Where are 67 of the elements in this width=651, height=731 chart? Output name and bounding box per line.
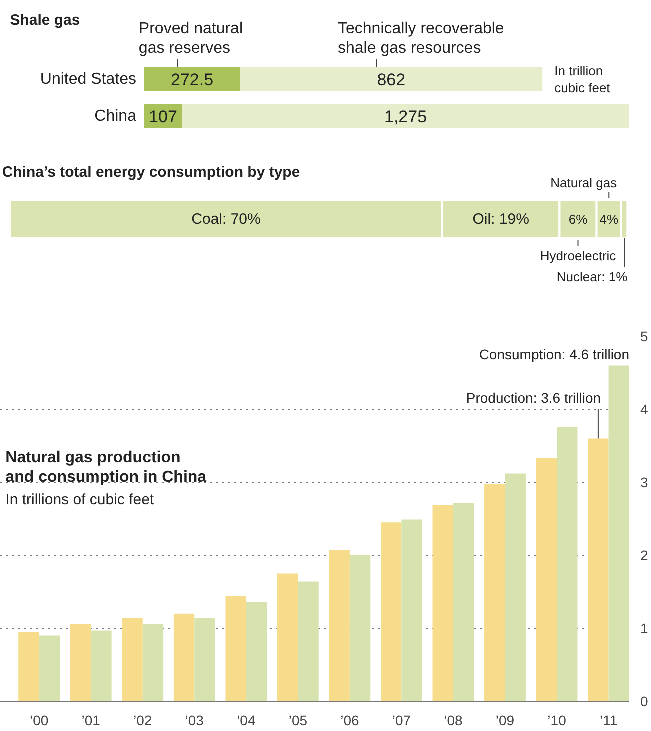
data-label: 6%	[568, 212, 588, 227]
data-label: 272.5	[171, 70, 214, 90]
bar	[484, 484, 506, 702]
x-tick-label: ’01	[82, 712, 101, 728]
x-tick-label: ’10	[548, 712, 567, 728]
bar	[350, 556, 371, 702]
series-label: Hydroelectric	[540, 248, 617, 264]
bar	[381, 522, 402, 702]
y-tick-label: 2	[640, 548, 648, 564]
bar	[557, 427, 578, 702]
bar	[39, 636, 60, 702]
bar	[182, 104, 630, 128]
bar	[536, 458, 558, 702]
bar	[142, 624, 164, 702]
data-label: 1,275	[384, 107, 428, 126]
data-label: Coal: 70%	[192, 211, 261, 228]
data-label: 862	[377, 70, 406, 90]
chart-title: Shale gas	[10, 12, 80, 29]
bar	[144, 67, 240, 92]
bar	[432, 505, 454, 702]
bar	[329, 550, 350, 702]
text: In trillions of cubic feet	[6, 491, 155, 508]
x-tick-label: ’09	[496, 712, 515, 728]
bar	[174, 614, 195, 702]
x-tick-label: ’00	[30, 712, 49, 728]
data-label: 107	[149, 107, 178, 126]
y-tick-label: 0	[640, 694, 648, 710]
bar	[240, 67, 543, 92]
bar	[402, 520, 422, 702]
annotation: In trillion cubic feet	[554, 63, 611, 96]
bar	[608, 366, 630, 702]
x-tick-label: ’07	[392, 712, 412, 728]
annotation: Production: 3.6 trillion	[466, 390, 602, 406]
chart-title: China’s total energy consumption by type	[2, 164, 300, 181]
data-label: 4%	[600, 212, 619, 227]
y-tick-label: 3	[640, 474, 648, 490]
x-tick-label: ’11	[600, 712, 618, 728]
bar	[298, 582, 319, 702]
y-tick-label: China	[94, 108, 137, 125]
y-tick-label: 1	[640, 620, 648, 636]
x-tick-label: ’03	[185, 712, 204, 728]
bar	[246, 602, 268, 702]
x-tick-label: ’02	[134, 712, 152, 728]
bar	[194, 618, 216, 702]
bar	[122, 618, 143, 702]
y-tick-label: United States	[40, 70, 136, 88]
x-tick-label: ’05	[288, 712, 308, 728]
bar	[453, 502, 474, 702]
bar	[226, 596, 246, 702]
data-label: Oil: 19%	[472, 211, 530, 228]
x-tick-label: ’06	[340, 712, 360, 728]
data-label: Nuclear: 1%	[556, 270, 628, 284]
bar	[588, 438, 609, 702]
bar	[70, 624, 92, 702]
x-tick-label: ’04	[237, 712, 256, 728]
series-label: Technically recoverable shale gas resources	[338, 20, 504, 58]
bar	[18, 632, 40, 702]
y-tick-label: 4	[640, 402, 648, 418]
series-label: Natural gas	[550, 176, 618, 190]
series-label: Proved natural gas reserves	[138, 20, 243, 58]
x-tick-label: ’08	[444, 712, 464, 728]
bar	[505, 474, 526, 702]
annotation: Consumption: 4.6 trillion	[479, 346, 630, 363]
bar	[277, 574, 298, 702]
bar	[91, 630, 112, 702]
y-tick-label: 5	[640, 328, 648, 344]
text: Natural gas production and consumption in China	[6, 450, 207, 486]
